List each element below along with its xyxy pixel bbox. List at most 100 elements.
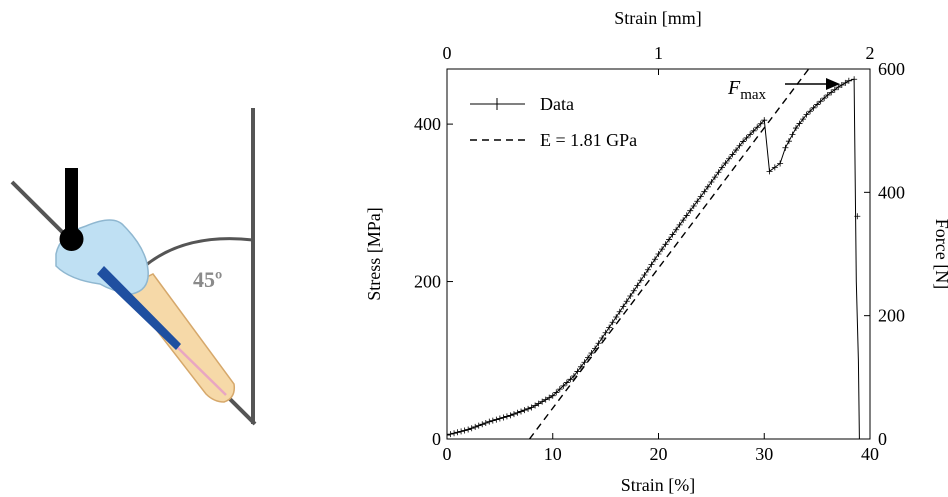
data-point-marker — [838, 82, 845, 89]
data-point-marker — [507, 412, 514, 419]
data-point-marker — [785, 138, 792, 145]
data-point-marker — [447, 432, 450, 439]
data-point-marker — [528, 404, 535, 411]
data-point-marker — [514, 409, 521, 416]
data-point-marker — [711, 174, 718, 181]
data-point-marker — [831, 86, 838, 93]
data-point-marker — [620, 303, 627, 310]
data-point-marker — [754, 124, 761, 131]
data-point-marker — [697, 193, 704, 200]
data-point-marker — [553, 389, 560, 396]
data-point-marker — [704, 183, 711, 190]
y-tick-label: 400 — [414, 114, 441, 134]
legend-label-data: Data — [540, 94, 574, 114]
data-point-marker — [599, 334, 606, 341]
data-point-marker — [796, 120, 803, 127]
x2-axis-label: Strain [mm] — [614, 8, 702, 28]
data-point-marker — [613, 313, 620, 320]
data-point-marker — [669, 231, 676, 238]
data-point-marker — [535, 400, 542, 407]
data-point-marker — [641, 271, 648, 278]
data-point-marker — [595, 340, 602, 347]
data-point-marker — [718, 164, 725, 171]
data-point-marker — [592, 345, 599, 352]
data-point-marker — [539, 398, 546, 405]
data-point-marker — [673, 226, 680, 233]
indenter-shaft — [65, 168, 78, 236]
data-point-marker — [851, 76, 858, 83]
x-tick-label: 0 — [443, 444, 452, 464]
data-point-marker — [708, 178, 715, 185]
data-point-marker — [546, 394, 553, 401]
data-point-marker — [750, 127, 757, 134]
x-tick-label: 20 — [650, 444, 668, 464]
data-point-marker — [743, 134, 750, 141]
y-tick-label: 200 — [414, 272, 441, 292]
loading-diagram: 45º — [10, 108, 257, 426]
data-point-marker — [447, 431, 454, 438]
fmax-annotation: Fmax — [727, 77, 840, 103]
data-point-marker — [683, 212, 690, 219]
data-point-marker — [835, 84, 842, 91]
data-point-marker — [503, 413, 510, 420]
series-line-fit — [528, 69, 810, 439]
indenter-tip — [59, 227, 84, 251]
data-point-marker — [577, 363, 584, 370]
data-point-marker — [560, 382, 567, 389]
data-point-marker — [623, 298, 630, 305]
y2-tick-label: 0 — [878, 429, 887, 449]
data-point-marker — [532, 402, 539, 409]
data-point-marker — [468, 425, 475, 432]
data-point-marker — [800, 116, 807, 123]
data-point-marker — [824, 91, 831, 98]
data-point-marker — [549, 392, 556, 399]
data-point-marker — [807, 108, 814, 115]
data-point-marker — [567, 376, 574, 383]
data-point-marker — [666, 236, 673, 243]
data-point-marker — [563, 379, 570, 386]
data-point-marker — [687, 207, 694, 214]
data-point-marker — [489, 417, 496, 424]
y-tick-label: 0 — [432, 429, 441, 449]
data-point-marker — [609, 319, 616, 326]
data-point-marker — [655, 251, 662, 257]
data-point-marker — [747, 131, 754, 138]
data-point-marker — [482, 419, 489, 426]
y2-tick-label: 600 — [878, 59, 905, 79]
data-point-marker — [644, 266, 651, 273]
data-point-marker — [606, 324, 613, 331]
data-point-marker — [651, 256, 658, 263]
x-tick-label: 30 — [755, 444, 773, 464]
data-point-marker — [510, 411, 517, 418]
data-point-marker — [648, 261, 655, 268]
data-point-marker — [486, 418, 493, 425]
data-point-marker — [542, 396, 549, 403]
y-axis-label: Stress [MPa] — [364, 207, 384, 301]
data-point-marker — [757, 120, 764, 127]
fmax-label: Fmax — [727, 77, 767, 103]
data-point-marker — [570, 373, 577, 380]
data-point-marker — [525, 405, 532, 412]
data-point-marker — [637, 277, 644, 284]
data-point-marker — [817, 98, 824, 105]
root-canal — [174, 344, 227, 396]
data-point-marker — [458, 428, 465, 435]
data-point-marker — [729, 151, 736, 158]
data-point-marker — [588, 350, 595, 357]
data-point-marker — [726, 155, 732, 162]
tooth-root — [122, 273, 236, 403]
data-point-marker — [475, 422, 482, 429]
data-point-marker — [676, 221, 683, 228]
data-point-marker — [574, 368, 581, 375]
data-point-marker — [828, 89, 835, 96]
data-point-marker — [789, 131, 796, 138]
data-point-marker — [581, 359, 588, 366]
data-point-marker — [766, 168, 773, 175]
data-point-marker — [803, 111, 810, 118]
data-point-marker — [479, 421, 486, 428]
data-point-marker — [680, 217, 687, 224]
legend: Data E = 1.81 GPa — [470, 94, 637, 150]
y2-tick-label: 400 — [878, 182, 905, 202]
